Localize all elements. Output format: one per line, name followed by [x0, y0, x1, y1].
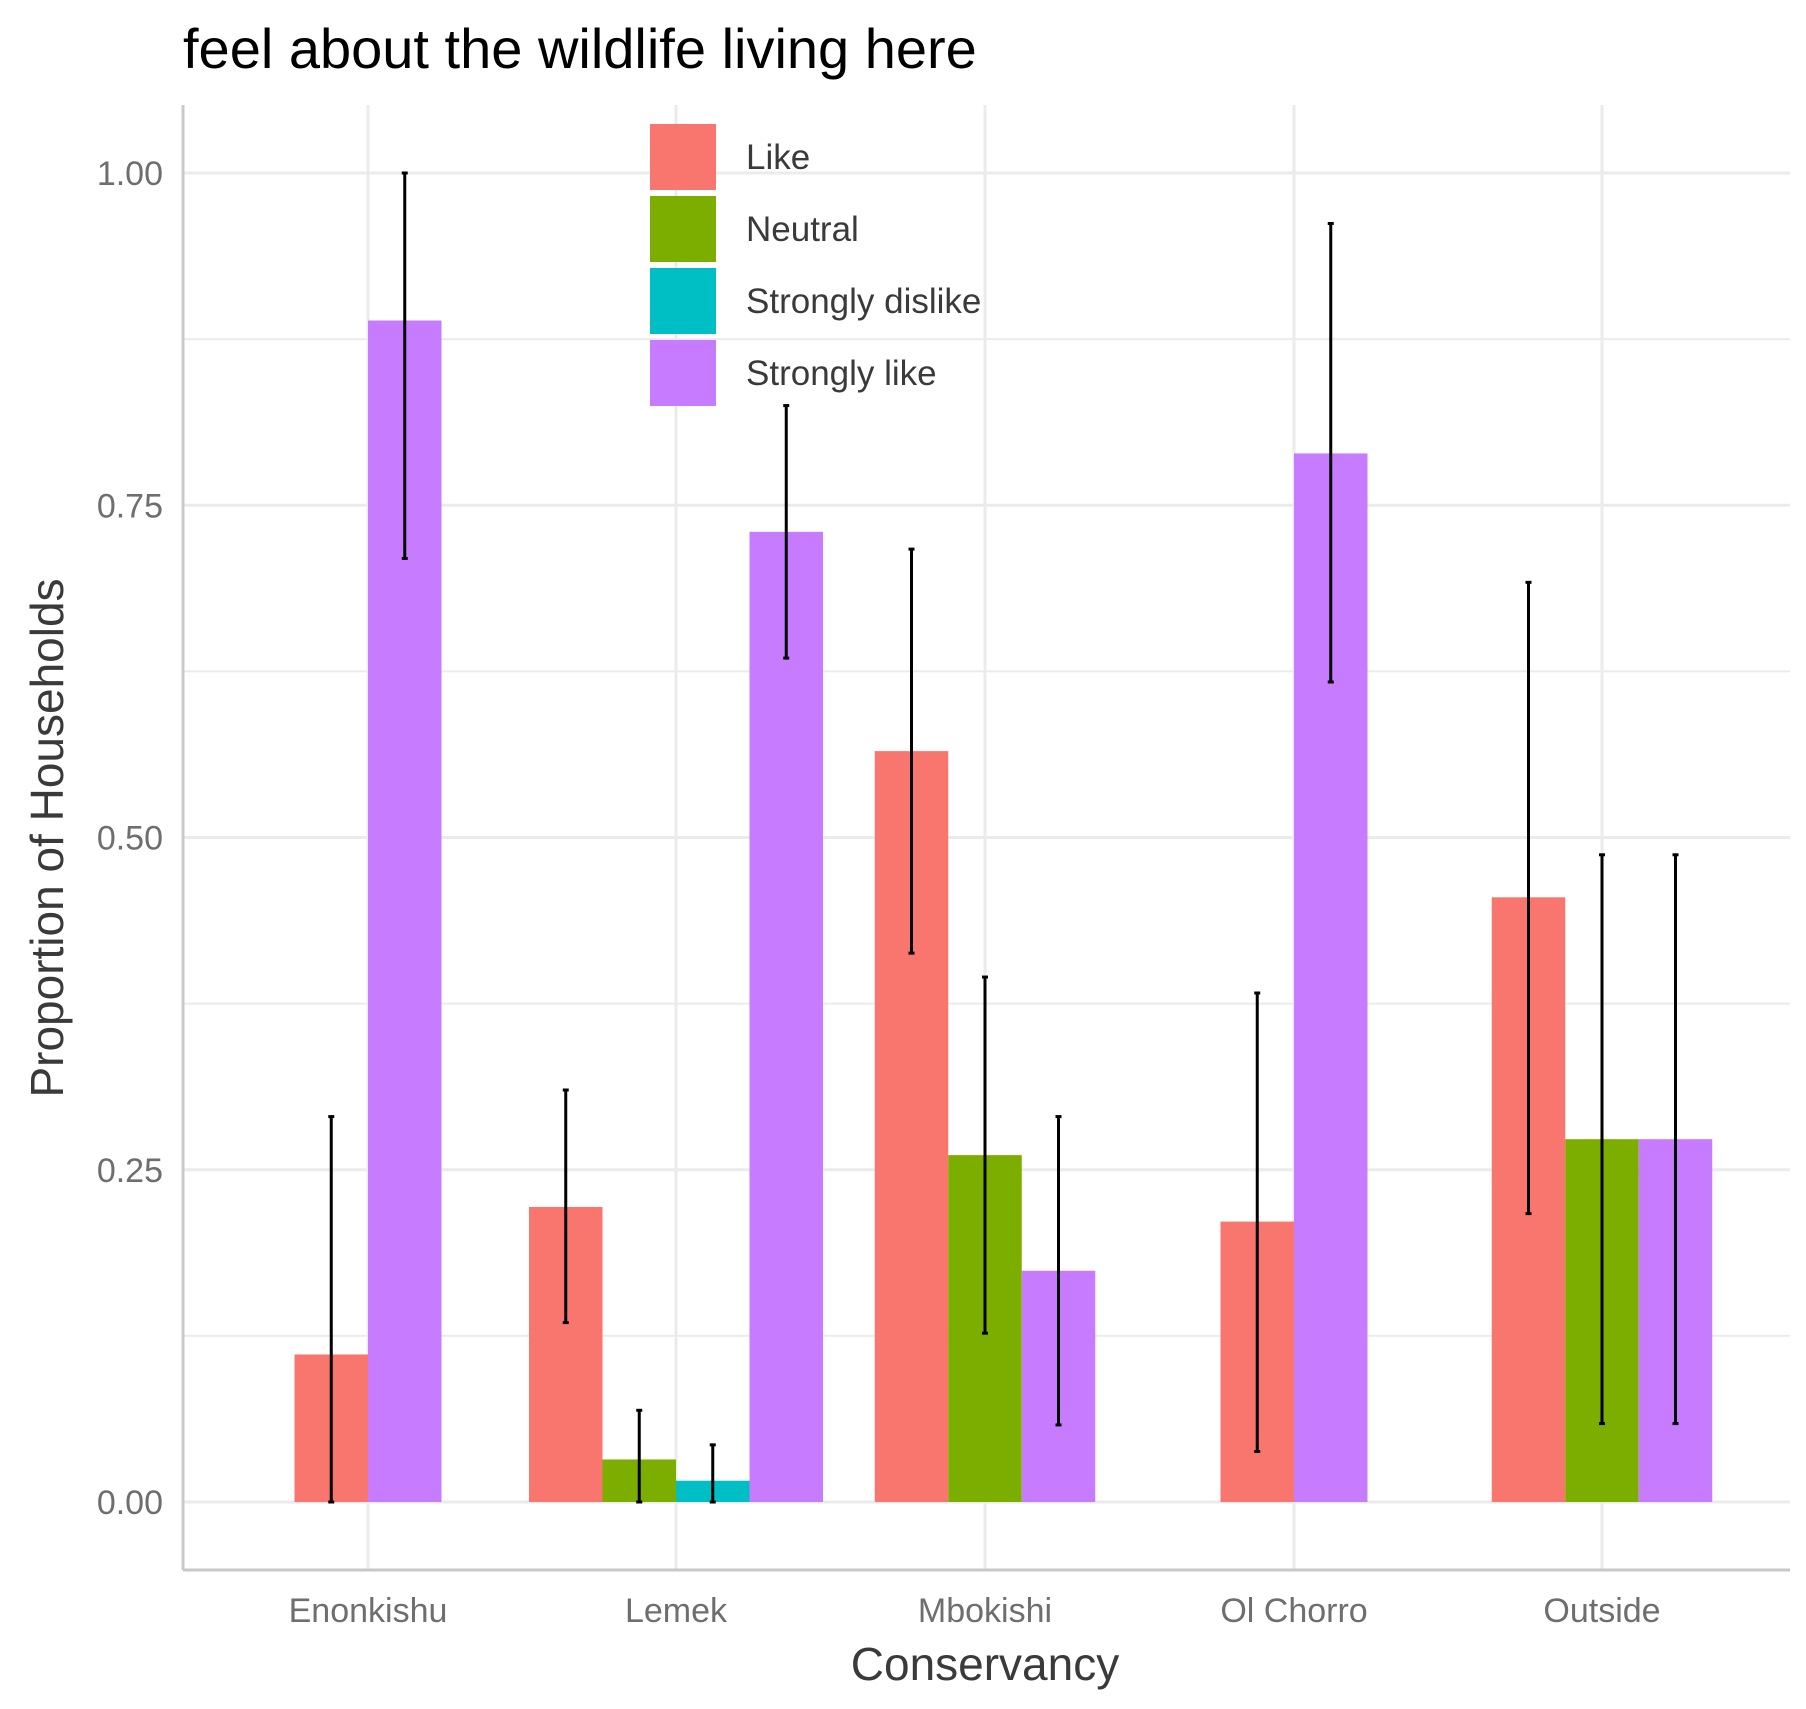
y-tick-label: 0.50	[97, 820, 163, 858]
x-tick-label: Mbokishi	[918, 1592, 1052, 1630]
legend-label: Strongly like	[746, 354, 937, 393]
legend-item: Strongly like	[650, 340, 937, 406]
errorbars-layer	[328, 171, 1679, 1504]
y-tick-label: 1.00	[97, 155, 163, 193]
legend-label: Like	[746, 138, 810, 177]
x-tick-label: Enonkishu	[289, 1592, 448, 1630]
x-tick-label: Ol Chorro	[1220, 1592, 1367, 1630]
x-tick-label: Lemek	[625, 1592, 728, 1630]
legend-key	[650, 340, 716, 406]
x-axis-title: Conservancy	[851, 1638, 1119, 1690]
legend-label: Strongly dislike	[746, 282, 981, 321]
y-tick-label: 0.00	[97, 1484, 163, 1522]
error-bar	[1599, 853, 1605, 1426]
legend-key	[650, 196, 716, 262]
y-tick-label: 0.25	[97, 1152, 163, 1190]
error-bar	[1327, 222, 1334, 684]
legend-item: Neutral	[650, 196, 859, 262]
legend-item: Strongly dislike	[650, 268, 981, 334]
legend-label: Neutral	[746, 210, 859, 249]
y-axis-title: Proportion of Households	[21, 578, 73, 1097]
error-bar	[783, 404, 790, 660]
legend-key	[650, 268, 716, 334]
legend-key	[650, 124, 716, 190]
legend: Like Neutral Strongly dislike Strongly like	[650, 124, 981, 406]
error-bar	[1672, 853, 1679, 1426]
legend-item: Like	[650, 124, 810, 190]
error-bar	[908, 547, 915, 955]
chart-title: feel about the wildlife living here	[183, 17, 977, 80]
error-bar	[328, 1115, 335, 1504]
x-tick-label: Outside	[1543, 1592, 1660, 1630]
axis-layer: 0.00 0.25 0.50 0.75 1.00 Enonkishu Lemek Mbokis…	[97, 105, 1790, 1630]
error-bar	[636, 1408, 643, 1504]
bar: Strongly like — Lemek	[749, 531, 823, 1502]
error-bar	[1525, 580, 1532, 1216]
error-bar	[709, 1443, 716, 1504]
y-tick-label: 0.75	[97, 487, 163, 525]
bars-layer: Like — EnonkishuStrongly like — Enonkish…	[294, 320, 1713, 1503]
error-bar	[982, 975, 988, 1335]
error-bar	[401, 171, 408, 560]
error-bar	[1055, 1115, 1062, 1427]
error-bar	[1254, 991, 1261, 1453]
error-bar	[562, 1088, 569, 1325]
